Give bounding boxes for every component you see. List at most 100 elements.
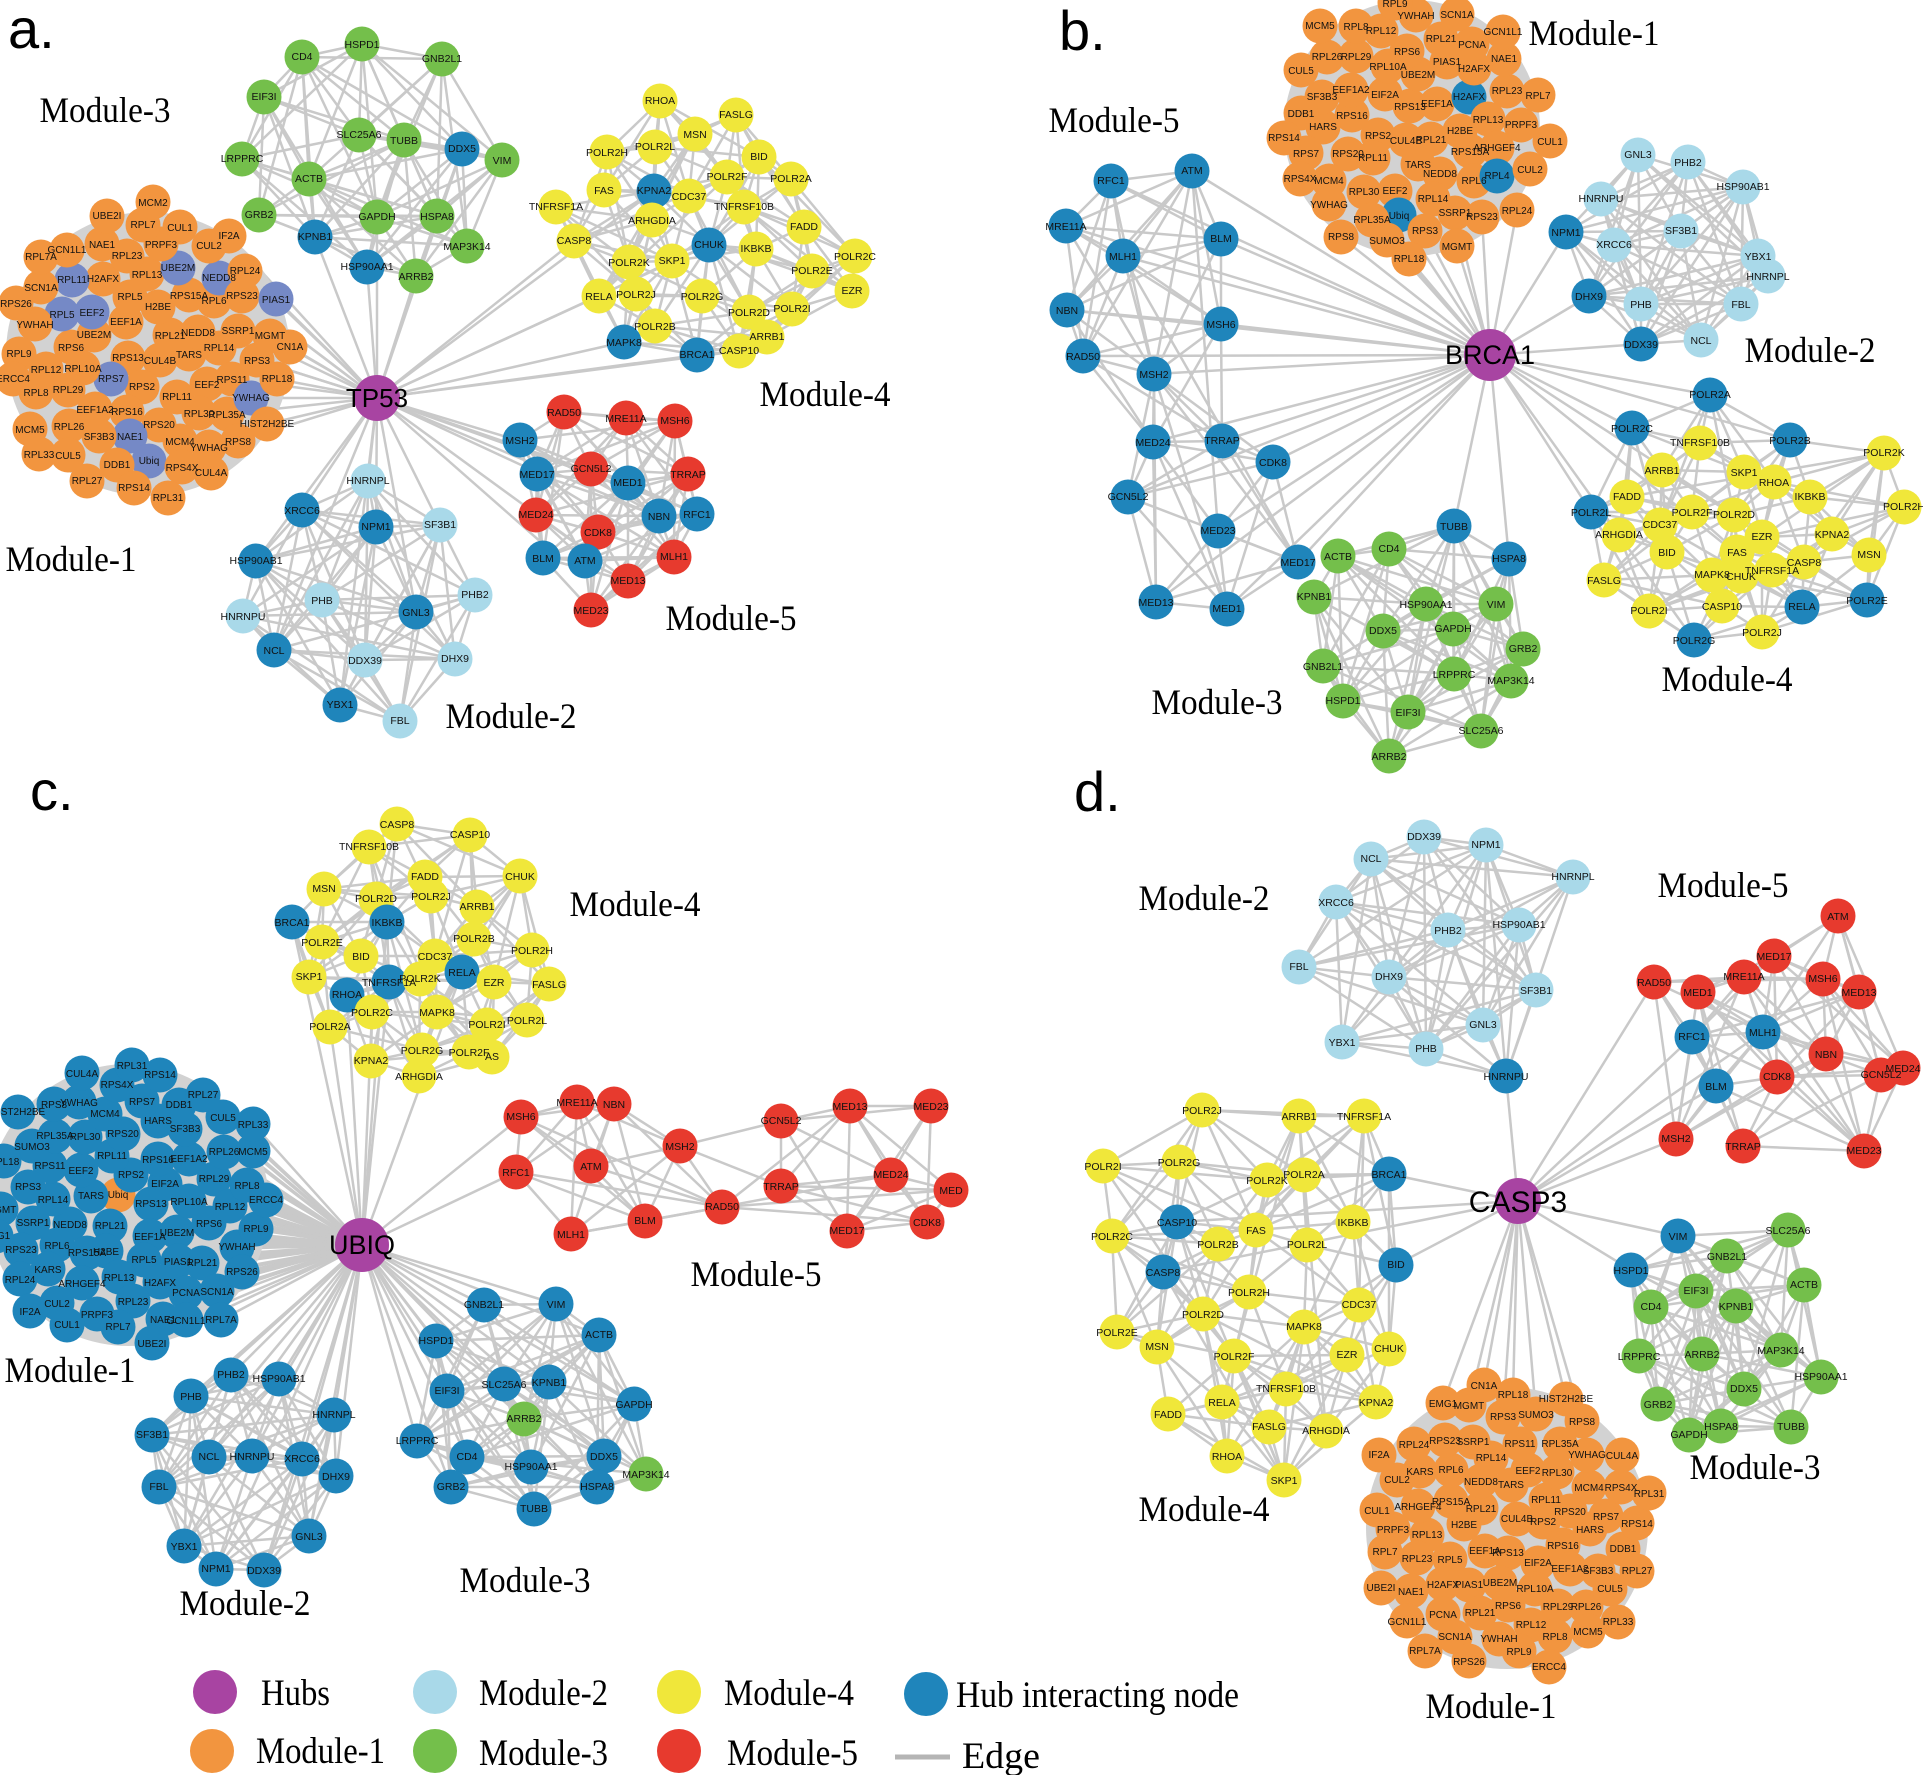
svg-text:SUMO3: SUMO3 bbox=[1369, 236, 1405, 247]
svg-text:CUL1: CUL1 bbox=[54, 1320, 80, 1331]
svg-text:RPL14: RPL14 bbox=[1418, 194, 1449, 205]
svg-text:RPL24: RPL24 bbox=[1399, 1440, 1430, 1451]
svg-text:ARHGDIA: ARHGDIA bbox=[1595, 529, 1643, 541]
svg-text:Ubiq: Ubiq bbox=[108, 1190, 129, 1201]
svg-text:YWHAG: YWHAG bbox=[232, 393, 270, 404]
svg-text:Module-5: Module-5 bbox=[1049, 100, 1180, 140]
svg-text:GCN5L2: GCN5L2 bbox=[571, 463, 612, 475]
svg-text:PHB2: PHB2 bbox=[1434, 925, 1462, 937]
svg-text:POLR2G: POLR2G bbox=[681, 291, 724, 303]
svg-text:b.: b. bbox=[1059, 0, 1106, 62]
svg-text:MED24: MED24 bbox=[1885, 1063, 1920, 1075]
svg-text:RPS2: RPS2 bbox=[118, 1170, 145, 1181]
svg-text:HSP90AA1: HSP90AA1 bbox=[504, 1461, 557, 1473]
svg-text:EIF3I: EIF3I bbox=[251, 91, 276, 103]
svg-text:NPM1: NPM1 bbox=[1551, 227, 1580, 239]
svg-text:HSP90AB1: HSP90AB1 bbox=[1716, 181, 1769, 193]
svg-text:RPS3: RPS3 bbox=[244, 356, 271, 367]
svg-text:RPS15A: RPS15A bbox=[1432, 1497, 1471, 1508]
svg-text:SF3B1: SF3B1 bbox=[1665, 225, 1697, 237]
svg-text:BRCA1: BRCA1 bbox=[274, 917, 309, 929]
svg-text:DDX39: DDX39 bbox=[1624, 339, 1658, 351]
svg-text:TUBB: TUBB bbox=[1440, 521, 1468, 533]
svg-text:RPL26: RPL26 bbox=[54, 422, 85, 433]
svg-text:AS: AS bbox=[485, 1051, 499, 1063]
svg-text:RPL35A: RPL35A bbox=[36, 1131, 74, 1142]
svg-text:MGMT: MGMT bbox=[1442, 242, 1473, 253]
svg-text:ARRB1: ARRB1 bbox=[1644, 465, 1679, 477]
svg-text:FAS: FAS bbox=[1246, 1225, 1266, 1237]
svg-text:VIM: VIM bbox=[547, 1299, 566, 1311]
svg-text:KARS: KARS bbox=[34, 1265, 62, 1276]
svg-text:CUL4B: CUL4B bbox=[1390, 136, 1423, 147]
svg-text:RPL18: RPL18 bbox=[0, 1157, 20, 1168]
svg-text:BLM: BLM bbox=[634, 1215, 656, 1227]
svg-text:MSN: MSN bbox=[1145, 1341, 1168, 1353]
svg-text:RPS15A: RPS15A bbox=[1451, 147, 1490, 158]
svg-text:RPS8: RPS8 bbox=[1328, 232, 1355, 243]
svg-text:RPL31: RPL31 bbox=[1634, 1489, 1665, 1500]
svg-text:ATM: ATM bbox=[1181, 165, 1202, 177]
svg-text:NCL: NCL bbox=[1690, 335, 1711, 347]
svg-text:RPL10A: RPL10A bbox=[1516, 1584, 1554, 1595]
svg-text:RPS20: RPS20 bbox=[1554, 1507, 1586, 1518]
svg-text:SF3B1: SF3B1 bbox=[1520, 985, 1552, 997]
svg-text:RPS16: RPS16 bbox=[142, 1155, 174, 1166]
svg-text:H2AFX: H2AFX bbox=[1453, 92, 1486, 103]
svg-text:CASP10: CASP10 bbox=[719, 345, 759, 357]
svg-text:CUL4A: CUL4A bbox=[1606, 1451, 1639, 1462]
svg-text:RELA: RELA bbox=[585, 291, 612, 303]
svg-text:EIF2A: EIF2A bbox=[151, 1179, 179, 1190]
svg-text:RPL13: RPL13 bbox=[104, 1273, 135, 1284]
svg-text:MLH1: MLH1 bbox=[660, 551, 688, 563]
svg-text:POLR2C: POLR2C bbox=[351, 1007, 393, 1019]
svg-text:H2BE: H2BE bbox=[145, 302, 171, 313]
svg-text:RPL6: RPL6 bbox=[1438, 1465, 1463, 1476]
svg-text:HARS: HARS bbox=[1309, 122, 1337, 133]
svg-text:UBIQ: UBIQ bbox=[329, 1230, 395, 1260]
svg-text:GNL3: GNL3 bbox=[402, 607, 430, 619]
svg-text:RPL6: RPL6 bbox=[1461, 176, 1486, 187]
svg-text:NBN: NBN bbox=[1056, 305, 1078, 317]
svg-text:RPL7: RPL7 bbox=[130, 220, 155, 231]
svg-text:TNFRSF1A: TNFRSF1A bbox=[362, 977, 416, 989]
svg-text:RPL10A: RPL10A bbox=[170, 1197, 208, 1208]
svg-text:DHX9: DHX9 bbox=[1575, 291, 1603, 303]
svg-text:RHOA: RHOA bbox=[332, 989, 362, 1001]
svg-text:HSP90AB1: HSP90AB1 bbox=[252, 1373, 305, 1385]
svg-text:Module-4: Module-4 bbox=[1662, 659, 1793, 699]
svg-text:SF3B3: SF3B3 bbox=[1583, 1566, 1614, 1577]
svg-text:MED17: MED17 bbox=[829, 1225, 864, 1237]
svg-text:RPS2: RPS2 bbox=[129, 382, 156, 393]
svg-text:RHOA: RHOA bbox=[1759, 477, 1789, 489]
svg-text:ARRB2: ARRB2 bbox=[1371, 751, 1406, 763]
svg-text:CD4: CD4 bbox=[456, 1451, 477, 1463]
svg-text:POLR2G: POLR2G bbox=[1158, 1157, 1201, 1169]
svg-text:POLR2B: POLR2B bbox=[1769, 435, 1810, 447]
svg-text:MRE11A: MRE11A bbox=[1723, 971, 1764, 983]
svg-text:POLR2H: POLR2H bbox=[511, 945, 553, 957]
svg-text:Module-2: Module-2 bbox=[1139, 878, 1270, 918]
svg-text:EEF2: EEF2 bbox=[79, 308, 104, 319]
svg-text:MSH6: MSH6 bbox=[660, 415, 689, 427]
svg-text:EEF1A2: EEF1A2 bbox=[76, 405, 114, 416]
svg-text:RPL9: RPL9 bbox=[243, 1224, 268, 1235]
svg-text:EEF1A: EEF1A bbox=[110, 317, 142, 328]
svg-text:EIF3I: EIF3I bbox=[434, 1385, 459, 1397]
svg-text:PCNA: PCNA bbox=[1429, 1610, 1457, 1621]
svg-text:RPS15A: RPS15A bbox=[68, 1248, 107, 1259]
svg-text:GAPDH: GAPDH bbox=[1670, 1429, 1707, 1441]
svg-text:MED1: MED1 bbox=[613, 477, 642, 489]
svg-text:MCM5: MCM5 bbox=[1305, 21, 1335, 32]
svg-text:PHB2: PHB2 bbox=[461, 589, 489, 601]
svg-text:IF2A: IF2A bbox=[19, 1307, 40, 1318]
svg-text:RPS3: RPS3 bbox=[15, 1182, 42, 1193]
svg-text:CDK8: CDK8 bbox=[584, 527, 612, 539]
svg-text:BRCA1: BRCA1 bbox=[679, 349, 714, 361]
svg-text:RPL11: RPL11 bbox=[97, 1151, 127, 1162]
svg-text:POLR2H: POLR2H bbox=[1228, 1287, 1270, 1299]
svg-text:RPL35A: RPL35A bbox=[208, 410, 246, 421]
svg-text:RPL26: RPL26 bbox=[209, 1147, 240, 1158]
svg-text:Module-2: Module-2 bbox=[1745, 330, 1876, 370]
svg-text:RPL30: RPL30 bbox=[70, 1132, 101, 1143]
